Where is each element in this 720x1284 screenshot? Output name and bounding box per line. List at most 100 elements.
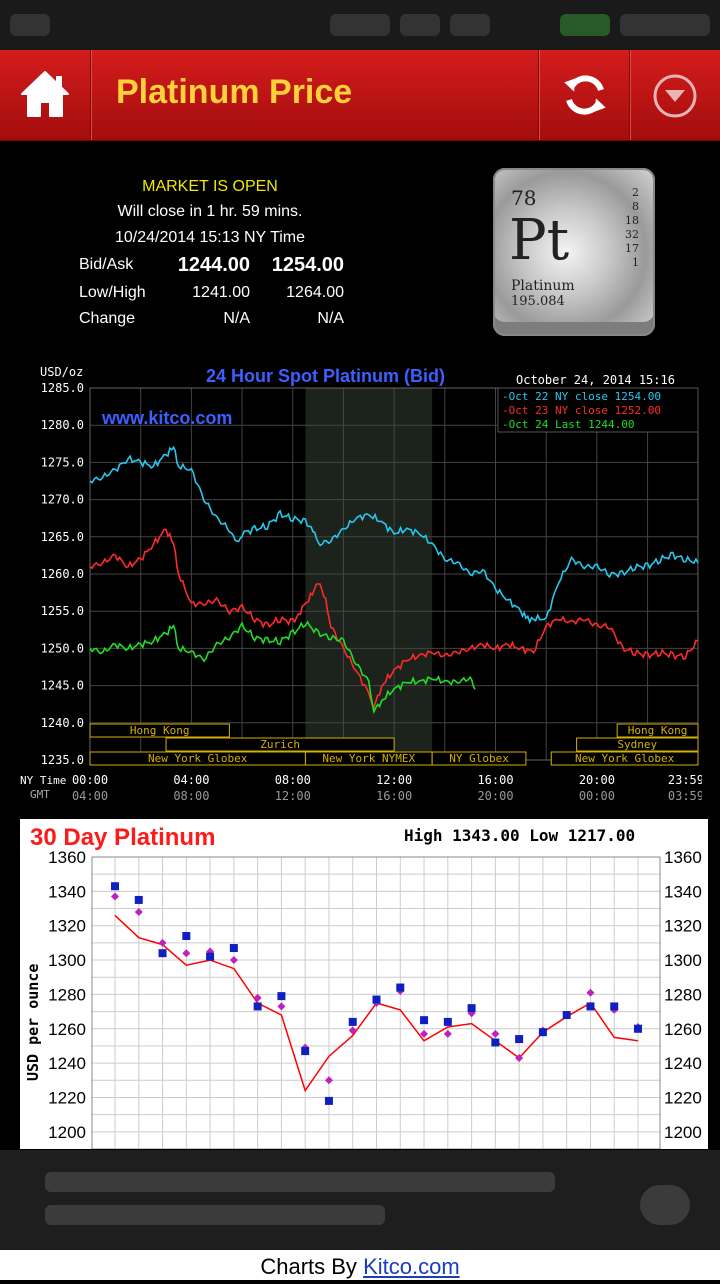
y-tick-label-left: 1340 xyxy=(48,882,86,901)
market-session-bar xyxy=(89,723,230,738)
series-line-oct-22 xyxy=(89,445,699,625)
ask-point xyxy=(134,907,143,916)
app-bar: Platinum Price xyxy=(0,50,720,141)
x-tick-label-ny: 20:00 xyxy=(579,773,615,787)
status-icon xyxy=(330,14,390,36)
chart-date: October 24, 2014 15:16 xyxy=(516,373,675,387)
bid-price: 1244.00 xyxy=(177,254,250,276)
bid-point xyxy=(420,1016,429,1025)
bid-point xyxy=(562,1011,571,1020)
change-bid: N/A xyxy=(223,310,250,327)
bid-point xyxy=(111,882,119,891)
bid-point xyxy=(396,983,405,992)
x-tick-label-gmt: 16:00 xyxy=(376,789,412,803)
y-tick-label: 1235.0 xyxy=(41,753,84,767)
market-session-label: Zurich xyxy=(260,738,300,751)
dropdown-menu-button[interactable] xyxy=(630,50,720,140)
x-tick-label-gmt: 03:59 xyxy=(668,789,702,803)
x-tick-label-gmt: 08:00 xyxy=(173,789,209,803)
x-tick-label-gmt: 12:00 xyxy=(275,789,311,803)
battery-icon xyxy=(560,14,610,36)
bid-point xyxy=(348,1017,357,1026)
market-session-label: NY Globex xyxy=(449,752,509,765)
market-session-label: New York NYMEX xyxy=(322,752,415,765)
refresh-button[interactable] xyxy=(540,50,630,140)
platinum-30-day-chart: 1360 1360 1340 1340 1320 1320 1300 1300 1280 1280… xyxy=(20,819,708,1149)
chevron-down-icon xyxy=(653,74,697,118)
y-tick-label-right: 1220 xyxy=(664,1088,702,1107)
change-label: Change xyxy=(79,310,136,327)
kitco-link[interactable]: Kitco.com xyxy=(363,1254,460,1279)
x-tick-label-ny: 00:00 xyxy=(72,773,108,787)
y-tick-label-left: 1320 xyxy=(48,917,86,936)
market-session-label: Hong Kong xyxy=(130,724,190,737)
x-tick-label-gmt: 00:00 xyxy=(579,789,615,803)
y-axis-label: USD/oz xyxy=(40,365,83,379)
bid-point xyxy=(277,992,286,1001)
bid-point xyxy=(586,1002,595,1011)
y-tick-label: 1250.0 xyxy=(41,641,84,655)
y-tick-label-right: 1200 xyxy=(664,1123,702,1142)
y-tick-label-left: 1200 xyxy=(48,1123,86,1142)
market-session-bar xyxy=(431,751,527,766)
y-tick-label: 1245.0 xyxy=(41,679,84,693)
status-bar xyxy=(0,0,720,50)
x-tick-label-ny: 16:00 xyxy=(477,773,513,787)
bid-point xyxy=(301,1047,310,1056)
refresh-icon xyxy=(564,75,606,115)
legend-box xyxy=(497,387,699,433)
y-tick-label-right: 1280 xyxy=(664,985,702,1004)
market-session-label: Hong Kong xyxy=(628,724,688,737)
y-tick-label: 1275.0 xyxy=(41,455,84,469)
market-session-label: New York Globex xyxy=(575,752,675,765)
market-session-bar xyxy=(165,737,395,752)
y-tick-label: 1240.0 xyxy=(41,716,84,730)
page-title: Platinum Price xyxy=(116,73,353,111)
home-icon xyxy=(21,71,69,117)
atomic-number: 78 xyxy=(511,186,537,210)
bid-point xyxy=(182,932,191,941)
y-tick-label: 1285.0 xyxy=(41,381,84,395)
y-tick-label-left: 1360 xyxy=(48,848,86,867)
chart-watermark: www.kitco.com xyxy=(101,408,232,428)
ask-price: 1254.00 xyxy=(271,254,344,276)
bid-point xyxy=(467,1004,476,1013)
bid-point xyxy=(229,944,238,953)
chart-title: 30 Day Platinum xyxy=(30,824,215,851)
y-tick-label-right: 1260 xyxy=(664,1020,702,1039)
market-close-countdown: Will close in 1 hr. 59 mins. xyxy=(117,203,303,220)
market-timestamp: 10/24/2014 15:13 NY Time xyxy=(114,229,306,246)
x-tick-label-ny: 23:59 xyxy=(668,773,702,787)
x-tick-label-ny: 12:00 xyxy=(376,773,412,787)
bid-point xyxy=(324,1096,333,1105)
chart-background xyxy=(20,819,708,1149)
x-tick-label-ny: 04:00 xyxy=(173,773,209,787)
y-tick-label-right: 1320 xyxy=(664,917,702,936)
bid-point xyxy=(134,895,143,904)
home-button[interactable] xyxy=(0,50,90,140)
bid-point xyxy=(158,949,167,958)
bid-point xyxy=(610,1002,619,1011)
x-tick-label-gmt: 20:00 xyxy=(477,789,513,803)
ask-point xyxy=(348,1026,357,1035)
market-status: MARKET IS OPEN xyxy=(142,178,278,195)
bid-point xyxy=(206,952,215,961)
market-session-label: New York Globex xyxy=(148,752,248,765)
bid-point xyxy=(372,995,381,1004)
footer-prefix: Charts By xyxy=(260,1254,357,1279)
status-icon xyxy=(450,14,490,36)
ad-text-line xyxy=(45,1205,385,1225)
element-symbol: Pt xyxy=(509,208,570,273)
bid-point xyxy=(253,1002,262,1011)
legend-entry: -Oct 24 Last 1244.00 xyxy=(502,418,634,431)
y-tick-label-right: 1240 xyxy=(664,1054,702,1073)
series-line-oct-23 xyxy=(89,528,699,710)
ask-point xyxy=(324,1076,333,1085)
ask-point xyxy=(515,1053,524,1062)
atomic-mass: 195.084 xyxy=(511,294,565,309)
ask-point xyxy=(586,988,595,997)
status-icon xyxy=(400,14,440,36)
ad-banner[interactable] xyxy=(0,1150,720,1250)
